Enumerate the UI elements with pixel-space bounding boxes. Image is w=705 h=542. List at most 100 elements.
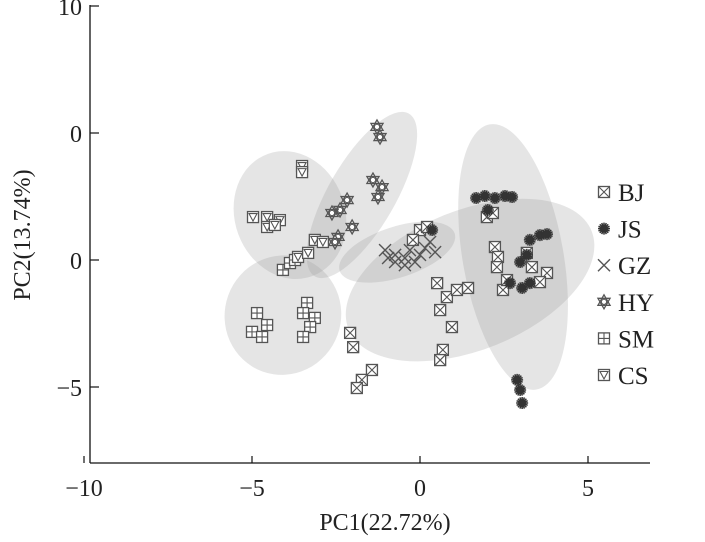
point-sm — [260, 318, 274, 332]
point-js — [499, 189, 512, 202]
point-bj — [490, 260, 504, 274]
data-points — [245, 118, 554, 410]
point-gz — [403, 243, 417, 257]
x-tick-label: −5 — [239, 476, 265, 502]
point-js — [516, 281, 529, 294]
point-js — [481, 203, 494, 216]
point-bj — [346, 340, 360, 354]
x-tick-label: 5 — [582, 476, 594, 502]
point-js — [516, 397, 529, 410]
y-tick-label: 0 — [70, 249, 82, 275]
point-hy — [374, 178, 390, 196]
point-gz — [418, 241, 432, 255]
point-gz — [378, 243, 392, 257]
legend-item-cs: CS — [597, 363, 649, 390]
y-tick-label: 10 — [58, 0, 82, 21]
point-bj — [440, 290, 454, 304]
point-bj — [430, 276, 444, 290]
point-hy — [372, 128, 388, 146]
legend-marker-gz-icon — [597, 258, 611, 272]
point-bj — [533, 275, 547, 289]
point-js — [426, 224, 439, 237]
point-sm — [255, 330, 269, 344]
point-js — [514, 256, 527, 269]
point-gz — [428, 245, 442, 259]
y-ticks: 10 0 0 −5 — [56, 0, 99, 402]
point-sm — [250, 306, 264, 320]
y-tick-label: 0 — [70, 122, 82, 148]
legend-item-bj: BJ — [597, 180, 645, 207]
point-gz — [398, 258, 412, 272]
point-js — [520, 248, 533, 261]
point-js — [533, 229, 546, 242]
point-hy — [324, 204, 340, 222]
point-cs — [295, 165, 309, 179]
x-axis-title: PC1(22.72%) — [319, 510, 450, 536]
point-bj — [350, 381, 363, 395]
point-bj — [406, 233, 420, 247]
point-js — [541, 228, 554, 241]
legend-marker-hy-icon — [596, 293, 612, 311]
point-bj — [436, 343, 449, 357]
point-js — [478, 189, 491, 202]
legend-marker-js-icon — [598, 222, 610, 235]
x-tick-label: −10 — [65, 476, 103, 502]
legend-label: GZ — [618, 253, 651, 280]
legend-label: JS — [618, 217, 642, 244]
y-axis-title: PC2(13.74%) — [10, 169, 36, 300]
point-hy — [370, 188, 386, 206]
point-bj — [525, 260, 539, 274]
legend-label: HY — [618, 290, 654, 317]
point-bj — [434, 303, 447, 317]
legend-item-js: JS — [598, 217, 642, 244]
point-bj — [434, 353, 447, 367]
legend-label: BJ — [618, 180, 645, 207]
legend-item-gz: GZ — [597, 253, 651, 280]
point-js — [504, 277, 517, 290]
point-hy — [365, 171, 381, 189]
legend-label: CS — [618, 363, 649, 390]
point-bj — [365, 363, 379, 377]
point-sm — [296, 306, 310, 320]
point-bj — [343, 326, 357, 340]
x-tick-label: 0 — [414, 476, 426, 502]
point-js — [511, 373, 524, 386]
legend-label: SM — [618, 326, 654, 353]
point-bj — [491, 250, 505, 264]
point-hy — [339, 191, 355, 209]
point-js — [523, 277, 536, 290]
ellipse-sm — [224, 255, 342, 375]
point-hy — [327, 233, 343, 251]
point-sm — [296, 330, 310, 344]
point-gz — [381, 251, 395, 265]
legend: BJ JS GZ HY SM CS — [596, 180, 654, 390]
point-cs — [291, 250, 305, 264]
point-cs — [316, 235, 330, 249]
legend-item-hy: HY — [596, 290, 654, 317]
point-js — [523, 233, 536, 246]
point-sm — [276, 263, 290, 277]
point-js — [506, 191, 519, 204]
legend-marker-cs-icon — [597, 368, 611, 382]
point-hy — [369, 118, 385, 136]
point-js — [488, 192, 501, 205]
y-tick-label: −5 — [56, 376, 82, 402]
ellipse-js — [458, 124, 568, 390]
point-hy — [344, 218, 360, 236]
point-sm — [303, 320, 317, 334]
point-gz — [423, 235, 437, 249]
point-gz — [413, 248, 427, 262]
point-gz — [388, 255, 402, 269]
point-bj — [461, 281, 475, 295]
point-sm — [245, 325, 259, 339]
point-sm — [300, 296, 314, 310]
point-cs — [246, 210, 260, 224]
legend-item-sm: SM — [597, 326, 654, 353]
point-bj — [445, 320, 459, 334]
point-js — [470, 192, 483, 205]
x-ticks: −10 −5 0 5 — [65, 456, 594, 502]
point-cs — [301, 246, 315, 260]
legend-marker-sm-icon — [597, 332, 611, 345]
point-js — [514, 384, 527, 397]
point-bj — [450, 283, 464, 297]
